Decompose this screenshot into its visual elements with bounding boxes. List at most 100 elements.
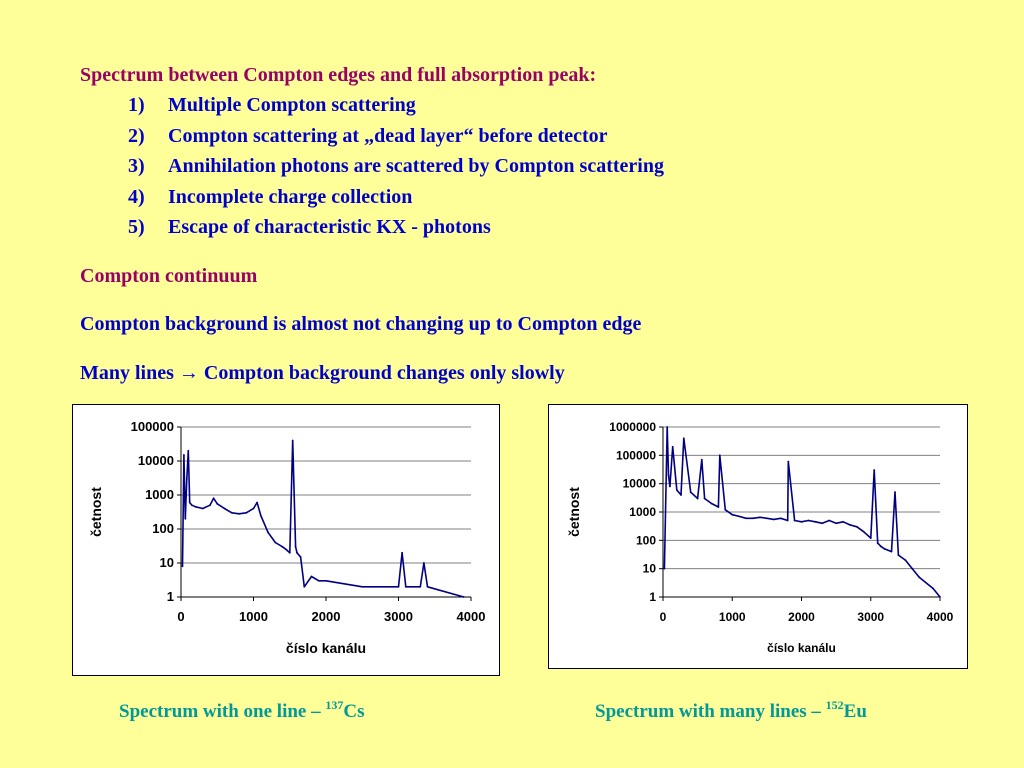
data-point — [731, 513, 734, 516]
data-point — [274, 541, 277, 544]
caption-cs137: Spectrum with one line – 137Cs — [119, 698, 364, 723]
data-point — [772, 518, 775, 521]
x-tick-label: 1000 — [239, 609, 268, 624]
data-point — [422, 562, 425, 564]
x-tick-label: 0 — [177, 609, 184, 624]
data-point — [849, 524, 851, 526]
y-tick-label: 10000 — [138, 453, 174, 468]
spectrum-line — [181, 439, 465, 598]
y-axis-label: četnost — [88, 487, 104, 537]
data-point — [807, 519, 810, 522]
data-point — [194, 505, 197, 508]
data-point — [288, 551, 291, 554]
y-tick-label: 10000 — [623, 477, 657, 491]
cause-list: 1) Multiple Compton scattering 2) Compton … — [128, 93, 664, 246]
data-point — [932, 587, 934, 590]
data-point — [183, 454, 185, 456]
data-point — [462, 596, 465, 598]
chart-eu152: 1 10 100 1000 10000 100000 1000000 0 1000 2000 300… — [566, 420, 954, 655]
data-point — [911, 567, 914, 570]
section-heading: Spectrum between Compton edges and full … — [80, 64, 597, 86]
data-point — [765, 517, 768, 520]
data-point — [939, 596, 941, 598]
data-point — [718, 454, 721, 457]
list-number: 3) — [128, 155, 145, 177]
compton-continuum-heading: Compton continuum — [80, 265, 258, 287]
data-point — [426, 585, 429, 588]
data-point — [779, 517, 782, 520]
caption-eu152: Spectrum with many lines – 152Eu — [595, 698, 867, 723]
data-point — [238, 512, 240, 515]
data-point — [786, 519, 789, 522]
data-point — [299, 556, 302, 558]
x-tick-label: 3000 — [857, 610, 884, 624]
data-point — [724, 508, 727, 511]
chart-eu152-frame: 1 10 100 1000 10000 100000 1000000 0 1000 2000 300… — [548, 404, 968, 669]
data-point — [230, 511, 233, 514]
data-point — [710, 502, 713, 505]
data-point — [310, 575, 313, 578]
data-point — [821, 522, 824, 525]
data-point — [862, 530, 865, 533]
list-item: 3) Annihilation photons are scattered by … — [128, 154, 664, 185]
data-point — [281, 545, 284, 548]
data-point — [188, 501, 191, 504]
data-point — [267, 531, 269, 534]
x-tick-label: 1000 — [719, 610, 746, 624]
data-point — [793, 519, 796, 522]
list-text: Escape of characteristic KX - photons — [168, 216, 491, 238]
data-point — [696, 497, 699, 500]
data-point — [184, 517, 187, 520]
data-point — [190, 504, 193, 507]
list-text: Annihilation photons are scattered by Co… — [168, 155, 664, 177]
mass-number: 152 — [825, 698, 844, 712]
many-lines-statement: Many lines → Compton background changes … — [80, 362, 565, 384]
chart-cs137-frame: 1 10 100 1000 10000 100000 0 1000 2000 3000 4000 čí… — [72, 404, 500, 676]
data-point — [918, 576, 921, 579]
data-point — [361, 585, 364, 588]
data-point — [245, 511, 248, 514]
data-point — [223, 507, 226, 510]
background-statement: Compton background is almost not changin… — [80, 313, 642, 335]
data-point — [759, 516, 761, 519]
data-point — [675, 489, 678, 491]
data-point — [666, 426, 669, 428]
x-tick-label: 4000 — [927, 610, 954, 624]
data-point — [294, 545, 297, 548]
data-point — [689, 491, 692, 494]
list-text: Compton scattering at „dead layer“ befor… — [168, 124, 608, 147]
x-axis-label: číslo kanálu — [286, 640, 366, 656]
data-point — [800, 520, 803, 523]
list-number: 4) — [128, 185, 145, 208]
data-point — [856, 525, 858, 528]
data-point — [876, 542, 879, 544]
data-point — [835, 522, 838, 525]
data-point — [890, 550, 893, 553]
data-point — [209, 504, 211, 507]
data-point — [187, 449, 190, 452]
data-point — [703, 497, 706, 500]
data-point — [404, 585, 407, 588]
chart-cs137: 1 10 100 1000 10000 100000 0 1000 2000 3000 4000 čí… — [88, 419, 486, 656]
y-tick-label: 1 — [649, 590, 656, 604]
list-number: 5) — [128, 216, 145, 238]
data-point — [201, 507, 204, 510]
data-point — [419, 585, 422, 588]
data-point — [904, 559, 907, 562]
data-point — [181, 565, 184, 568]
x-tick-label: 4000 — [457, 609, 486, 624]
data-point — [669, 485, 671, 488]
list-item: 1) Multiple Compton scattering — [128, 93, 664, 124]
caption-text: Spectrum with many lines – — [595, 701, 826, 722]
data-point — [700, 458, 703, 461]
element-symbol: Cs — [343, 701, 365, 722]
data-point — [828, 519, 831, 522]
data-point — [880, 545, 883, 548]
data-point — [869, 537, 872, 539]
y-tick-label: 1000000 — [609, 420, 656, 434]
data-point — [291, 439, 294, 442]
data-point — [682, 437, 685, 440]
data-point — [212, 497, 215, 500]
data-point — [787, 460, 790, 463]
data-point — [252, 507, 255, 510]
